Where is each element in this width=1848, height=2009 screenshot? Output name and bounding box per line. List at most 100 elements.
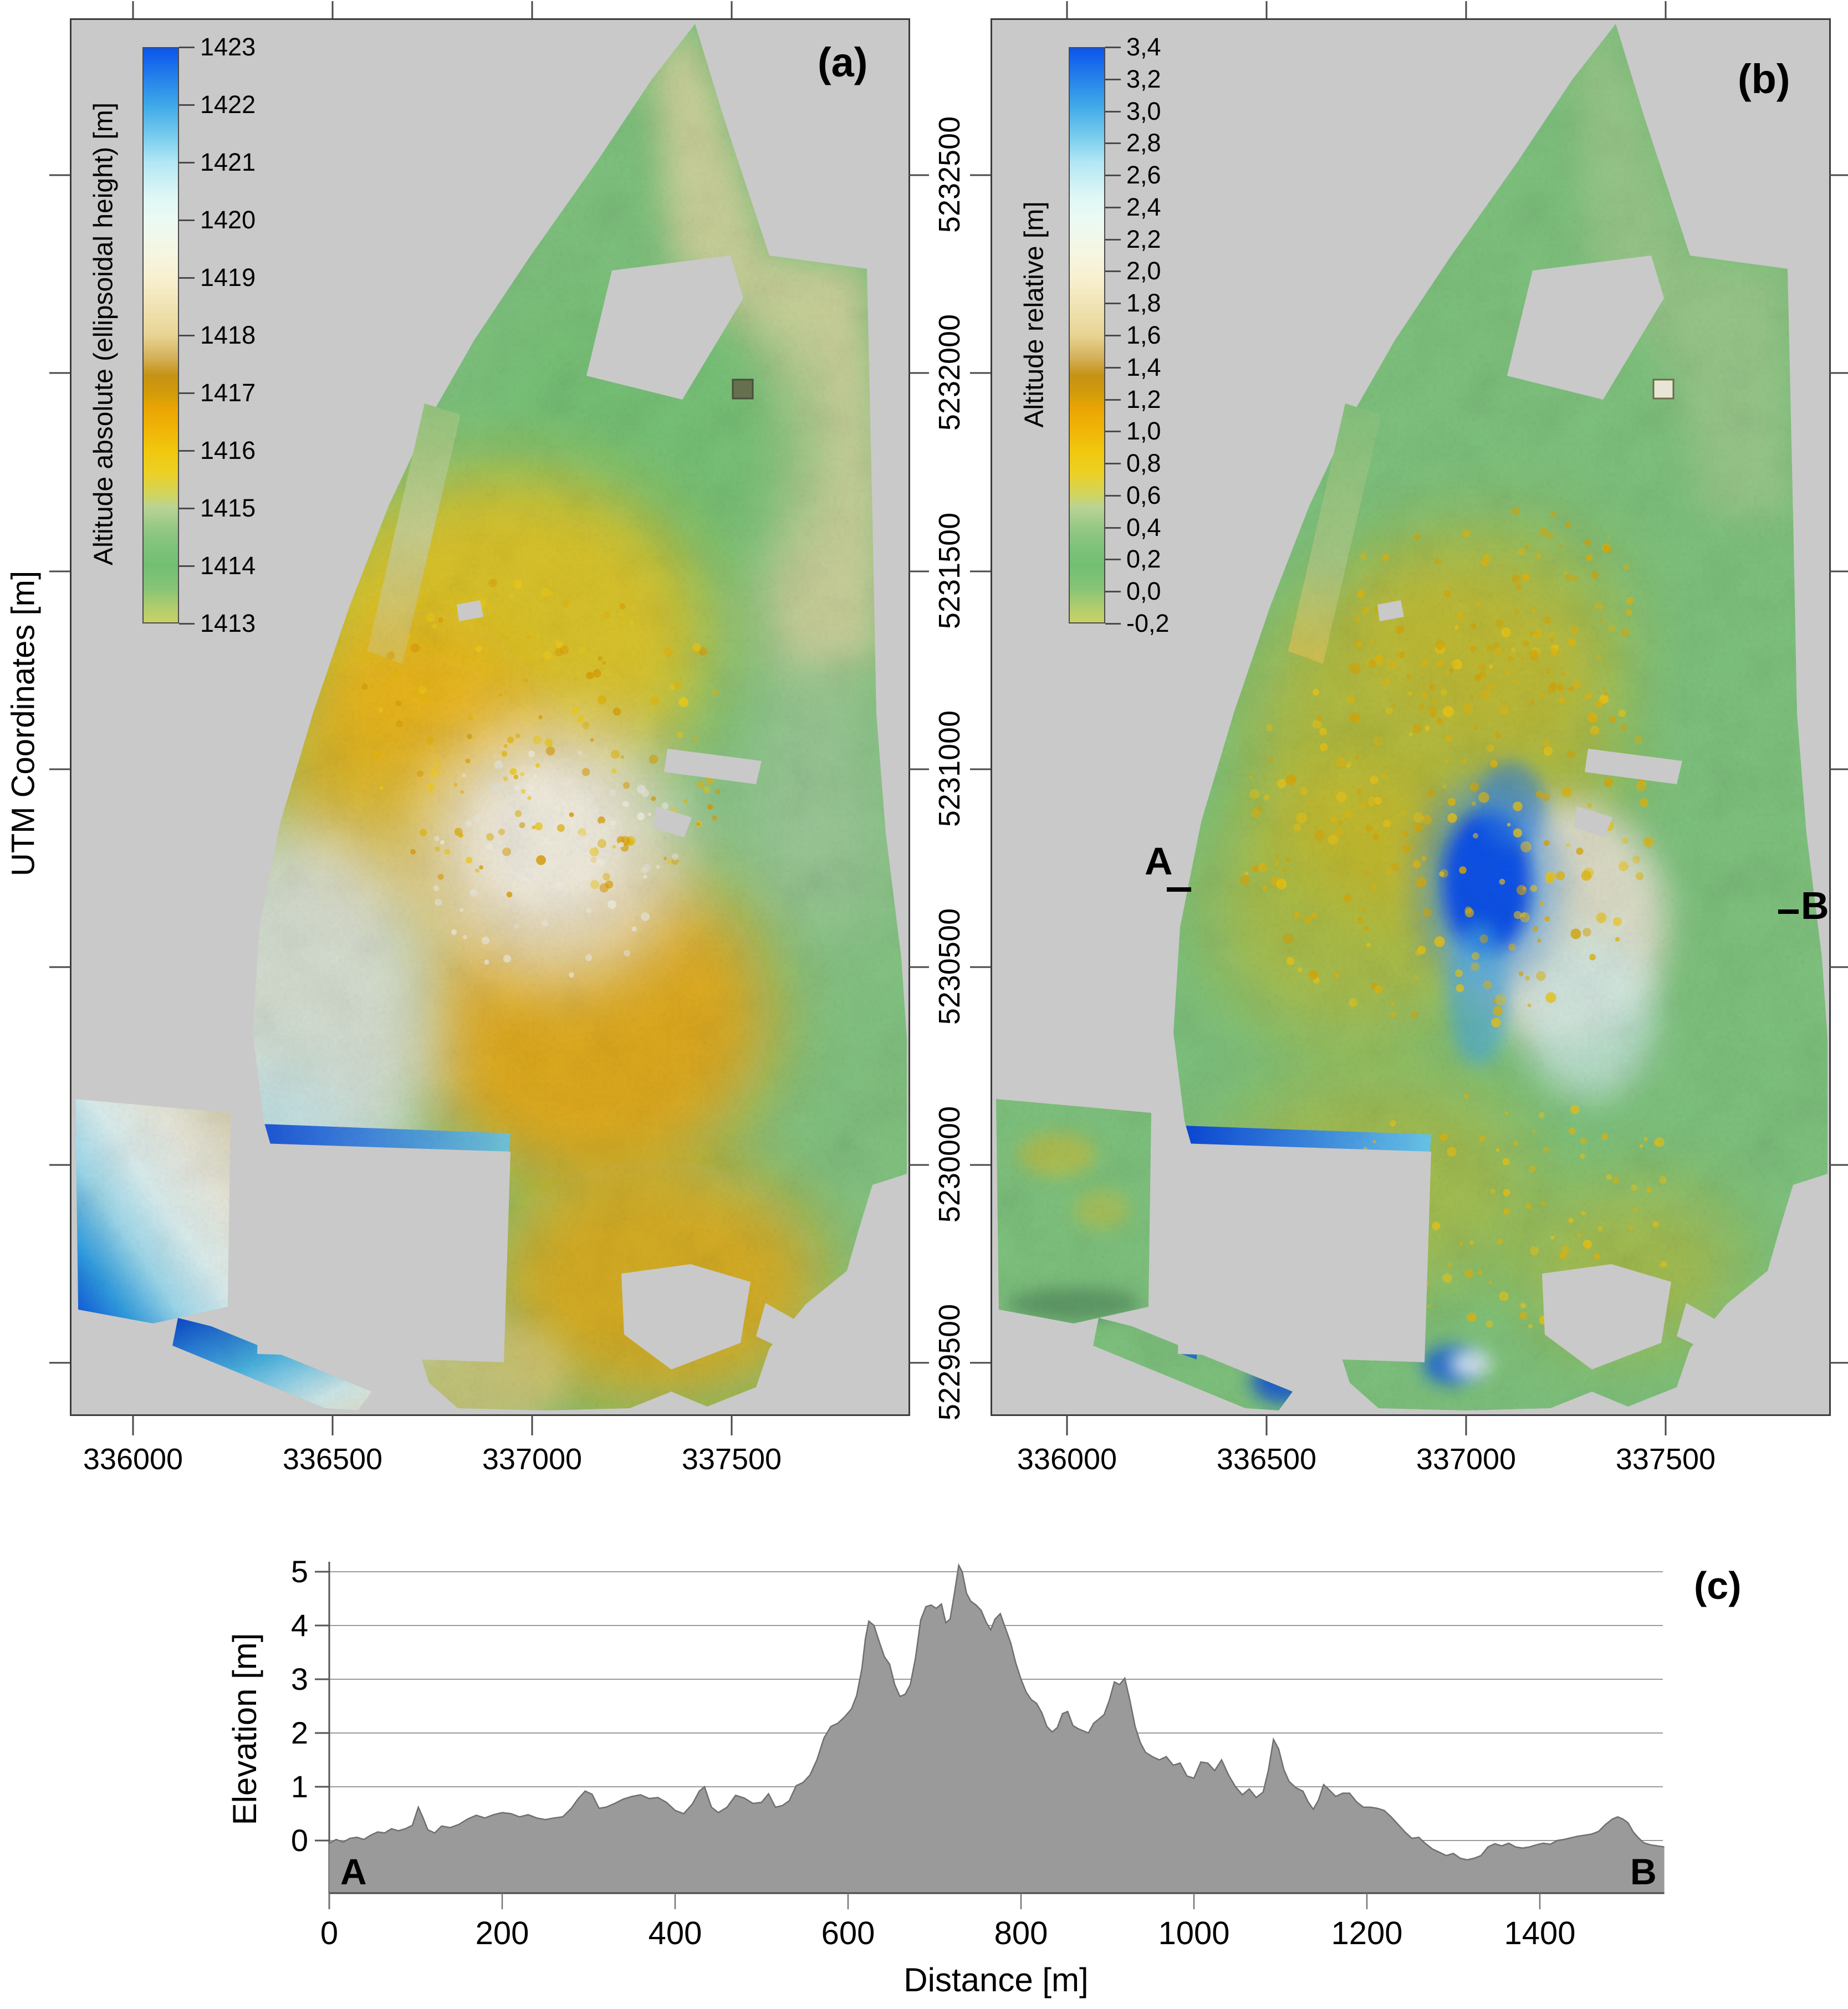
panel-a-label: (a) [818,39,868,85]
chart-x-tick-label: 600 [821,1915,875,1951]
map-b-data-holes [1178,255,1719,1369]
colorbar-absolute-tick-label: 1417 [200,379,256,407]
colorbar-relative-tickmark [1105,207,1121,208]
utm-y-tick-label: 5230000 [933,1106,966,1223]
colorbar-relative-tick-label: 2,2 [1126,225,1161,253]
building-footprint-a [732,379,754,400]
colorbar-relative-tick-label: 1,6 [1126,321,1161,349]
colorbar-relative-tickmark [1105,559,1121,560]
colorbar-absolute-tick-label: 1421 [200,148,256,176]
colorbar-absolute-title: Altitude absolute (ellipsoidal height) [… [89,102,119,566]
chart-x-tick-label: 800 [994,1915,1048,1951]
colorbar-relative-tickmark [1105,527,1121,529]
colorbar-relative-tick-label: 3,4 [1126,33,1161,61]
colorbar-relative-tickmark [1105,591,1121,592]
colorbar-absolute-tickmark [179,450,195,452]
colorbar-absolute-tick-label: 1422 [200,90,256,119]
chart-x-tick-label: 1200 [1331,1915,1402,1951]
colorbar-relative-tickmark [1105,463,1121,464]
utm-y-tick-label: 5231000 [933,710,966,827]
utm-y-tick-label: 5231500 [933,512,966,630]
colorbar-absolute-tickmark [179,335,195,336]
profile-start-marker: A [1145,840,1173,883]
colorbar-absolute-gradient [142,47,179,623]
utm-x-tick-label: 337500 [681,1443,782,1476]
elevation-profile-chart: 0 1 2 3 4 5 0 200 400 600 800 1000 1200 1400 A B (c) Elev… [226,1554,1742,1998]
colorbar-relative-tickmark [1105,79,1121,80]
chart-y-tick-label: 2 [291,1715,308,1750]
colorbar-relative-tick-label: 1,2 [1126,385,1161,413]
chart-x-tick-label: 0 [320,1915,338,1951]
colorbar-relative-tick-label: 0,0 [1126,577,1161,605]
colorbar-relative-tickmark [1105,335,1121,336]
colorbar-absolute-tick-label: 1418 [200,321,256,349]
colorbar-relative-tick-label: 2,8 [1126,129,1161,157]
colorbar-relative-tick-label: 3,0 [1126,97,1161,125]
chart-x-tick-label: 200 [476,1915,529,1951]
chart-x-tick-label: 1400 [1504,1915,1575,1951]
colorbar-relative-tickmark [1105,495,1121,497]
chart-y-tick-label: 3 [291,1662,308,1696]
colorbar-relative-tick-label: 1,4 [1126,353,1161,381]
panel-axis-ticks [49,1,1848,1435]
colorbar-absolute-tickmark [179,508,195,509]
map-b-dem: A B [996,24,1829,1410]
colorbar-relative-tickmark [1105,239,1121,241]
colorbar-relative-tickmark [1105,142,1121,144]
colorbar-relative-title: Altitude relative [m] [1019,201,1049,428]
colorbar-relative-tickmark [1105,270,1121,272]
colorbar-absolute-tickmark [179,162,195,163]
map-a-data-holes [257,255,799,1369]
colorbar-absolute-tickmark [179,565,195,567]
utm-y-tick-label: 5232500 [933,116,966,233]
colorbar-absolute-tick-label: 1420 [200,206,256,234]
utm-axis-label: UTM Coordinates [m] [5,570,42,877]
colorbar-absolute-tick-label: 1415 [200,494,256,522]
profile-end-marker: B [1801,884,1829,927]
utm-y-tick-label: 5229500 [933,1303,966,1421]
colorbar-relative-tick-label: 1,8 [1126,289,1161,317]
panel-b-label: (b) [1738,56,1790,102]
building-footprint-b [1652,379,1675,400]
colorbar-absolute-tickmark [179,392,195,394]
chart-start-marker: A [340,1851,367,1892]
chart-y-tick-label: 5 [291,1554,308,1589]
chart-y-tick-label: 1 [291,1769,308,1804]
colorbar-absolute-tickmark [179,219,195,221]
colorbar-absolute-tick-label: 1416 [200,436,256,464]
colorbar-relative-tickmark [1105,623,1121,625]
colorbar-absolute-tick-label: 1423 [200,33,256,61]
colorbar-absolute: 1423 1422 1421 1420 1419 1418 1417 1416 1415 1414… [142,33,256,637]
colorbar-relative-tickmark [1105,431,1121,432]
colorbar-relative-tick-label: 2,4 [1126,193,1161,221]
colorbar-relative-tick-label: 1,0 [1126,417,1161,445]
colorbar-relative: 3,4 3,2 3,0 2,8 2,6 2,4 2,2 2,0 1,8 1,6 1,4 1,2 1,0 0… [1069,33,1170,637]
utm-x-tick-label: 336000 [1017,1443,1117,1476]
colorbar-absolute-tick-label: 1419 [200,263,256,292]
colorbar-relative-tick-label: 0,8 [1126,449,1161,477]
colorbar-relative-tick-label: 3,2 [1126,65,1161,93]
chart-end-marker: B [1630,1851,1657,1892]
colorbar-relative-tick-label: 2,0 [1126,257,1161,285]
chart-x-tick-label: 400 [649,1915,702,1951]
utm-x-tick-label: 336000 [83,1443,183,1476]
colorbar-relative-tickmark [1105,47,1121,48]
colorbar-absolute-tick-label: 1414 [200,551,256,580]
colorbar-relative-tickmark [1105,399,1121,401]
colorbar-relative-tick-label: 2,6 [1126,161,1161,189]
colorbar-absolute-tickmark [179,104,195,106]
utm-y-tick-label: 5232000 [933,314,966,431]
colorbar-relative-tick-label: 0,2 [1126,545,1161,573]
colorbar-absolute-tickmark [179,277,195,279]
colorbar-absolute-tick-label: 1413 [200,609,256,637]
utm-x-tick-label: 336500 [282,1443,383,1476]
colorbar-relative-tickmark [1105,303,1121,304]
chart-x-axis-label: Distance [m] [903,1961,1088,1998]
utm-x-tick-label: 336500 [1216,1443,1317,1476]
panel-c-label: (c) [1694,1564,1742,1607]
utm-y-tick-label: 5230500 [933,908,966,1025]
chart-y-tick-label: 4 [291,1608,308,1643]
colorbar-relative-tickmark [1105,367,1121,369]
